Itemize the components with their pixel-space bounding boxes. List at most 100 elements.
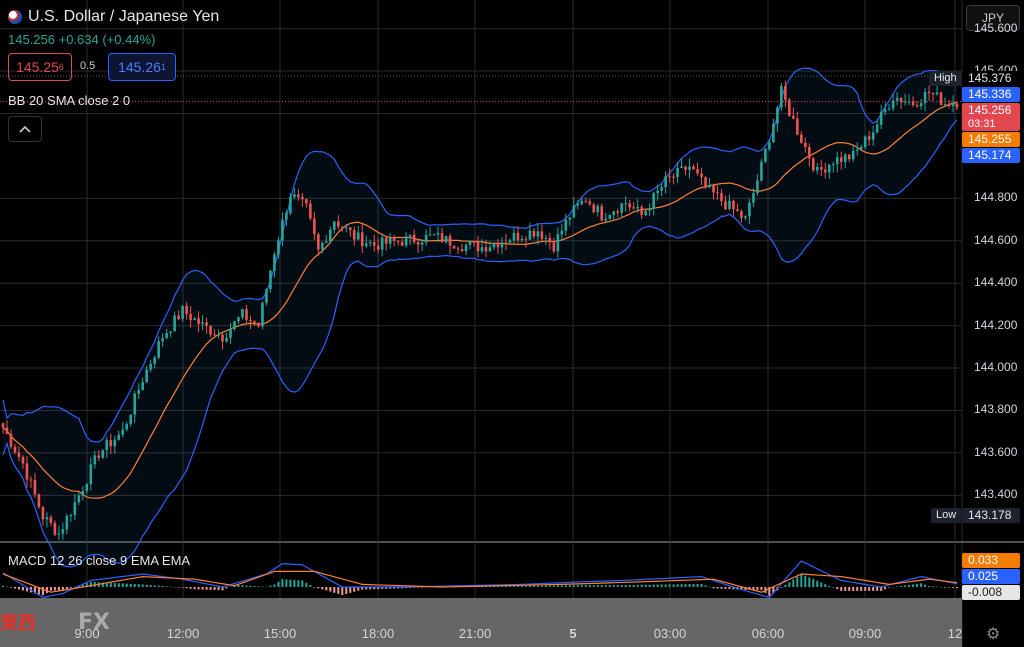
candle-body <box>221 334 224 342</box>
macd-histogram-bar <box>768 587 771 596</box>
candle-body <box>269 270 272 290</box>
macd-histogram-tag: -0.008 <box>962 585 1020 600</box>
candle-body <box>225 337 228 342</box>
macd-histogram-bar <box>2 585 4 587</box>
candle-body <box>528 230 532 240</box>
candle-body <box>364 243 368 247</box>
candle-body <box>9 433 13 447</box>
macd-signal-tag: 0.033 <box>962 553 1020 568</box>
candle-body <box>891 100 895 109</box>
candle-body <box>305 199 308 204</box>
symbol-title[interactable]: U.S. Dollar / Japanese Yen <box>8 8 219 26</box>
candle-body <box>584 200 588 202</box>
macd-histogram-bar <box>337 587 340 594</box>
chevron-up-icon[interactable] <box>8 116 42 142</box>
macd-histogram-bar <box>229 586 232 588</box>
macd-histogram-bar <box>952 587 955 588</box>
macd-histogram-bar <box>305 582 308 587</box>
candle-body <box>728 200 731 210</box>
candle-body <box>720 193 723 202</box>
macd-histogram-bar <box>828 585 831 587</box>
candle-body <box>815 167 819 171</box>
candle-body <box>939 92 943 106</box>
macd-histogram-bar <box>173 586 176 588</box>
macd-histogram-bar <box>568 585 571 587</box>
macd-histogram-bar <box>712 587 715 589</box>
candle-body <box>572 205 576 218</box>
candle-body <box>209 325 212 335</box>
bollinger-bands <box>2 67 958 568</box>
candle-body <box>360 232 364 247</box>
candle-body <box>684 166 687 171</box>
candle-body <box>516 232 520 241</box>
macd-histogram-bar <box>85 583 88 587</box>
candle-body <box>73 502 77 515</box>
macd-histogram-bar <box>652 584 655 587</box>
macd-histogram-bar <box>836 587 839 590</box>
macd-histogram-bar <box>848 587 851 591</box>
macd-histogram-bar <box>820 582 823 587</box>
macd-signal-line <box>2 570 958 593</box>
macd-histogram-bar <box>492 586 495 587</box>
candle-body <box>336 221 340 227</box>
macd-histogram-bar <box>73 586 76 588</box>
sell-button[interactable]: 145.25 6 <box>8 53 72 81</box>
macd-histogram-bar <box>213 587 216 590</box>
candle-body <box>500 242 504 248</box>
price-tick-label: 144.000 <box>974 360 1018 375</box>
candle-body <box>672 176 675 178</box>
price-change: 145.256 +0.634 (+0.44%) <box>8 32 156 47</box>
macd-histogram-bar <box>688 584 691 587</box>
macd-histogram-bar <box>520 586 523 587</box>
candle-body <box>564 219 568 231</box>
candle-body <box>548 237 552 243</box>
macd-histogram-bar <box>696 584 699 587</box>
candle-body <box>552 242 556 252</box>
macd-histogram-bar <box>109 582 112 587</box>
candle-body <box>915 105 919 107</box>
candle-body <box>253 321 256 324</box>
bb-upper-line <box>2 67 958 443</box>
time-tick-label: 12 <box>947 626 963 641</box>
candle-body <box>800 134 803 143</box>
candle-body <box>476 241 480 252</box>
macd-histogram-bar <box>600 585 603 587</box>
candle-body <box>831 164 835 166</box>
candle-body <box>41 507 45 520</box>
macd-histogram-bar <box>656 584 659 587</box>
candle-body <box>440 233 444 243</box>
macd-histogram-bar <box>45 587 48 593</box>
macd-legend[interactable]: MACD 12 26 close 9 EMA EMA <box>8 553 191 568</box>
candle-body <box>321 242 324 250</box>
candle-body <box>185 305 188 315</box>
macd-histogram-bar <box>692 584 695 587</box>
candle-body <box>265 289 268 303</box>
candle-body <box>951 103 955 106</box>
watermark-logo: 東西 FX <box>0 606 110 638</box>
bollinger-legend[interactable]: BB 20 SMA close 2 0 <box>8 93 131 108</box>
buy-button[interactable]: 145.26 1 <box>108 53 176 81</box>
candle-body <box>688 166 691 171</box>
currency-button[interactable]: JPY <box>966 5 1020 31</box>
macd-lower-shade <box>0 598 962 647</box>
candle-body <box>109 440 113 447</box>
candle-body <box>173 315 176 332</box>
candle-body <box>368 242 372 244</box>
candle-body <box>400 241 404 246</box>
candle-body <box>664 176 667 188</box>
macd-histogram-bar <box>117 583 120 587</box>
candle-body <box>931 92 935 95</box>
macd-histogram-bar <box>900 585 903 587</box>
macd-histogram-bar <box>313 587 316 588</box>
macd-histogram-bar <box>145 584 148 587</box>
candle-body <box>744 216 747 218</box>
macd-histogram-bar <box>772 587 775 594</box>
macd-histogram-bar <box>888 587 891 588</box>
price-tick-label: 144.200 <box>974 317 1018 332</box>
candle-body <box>576 204 580 206</box>
candle-body <box>644 210 647 215</box>
macd-histogram-bar <box>309 584 312 587</box>
gear-icon[interactable]: ⚙ <box>986 626 1001 643</box>
candle-body <box>193 318 196 321</box>
